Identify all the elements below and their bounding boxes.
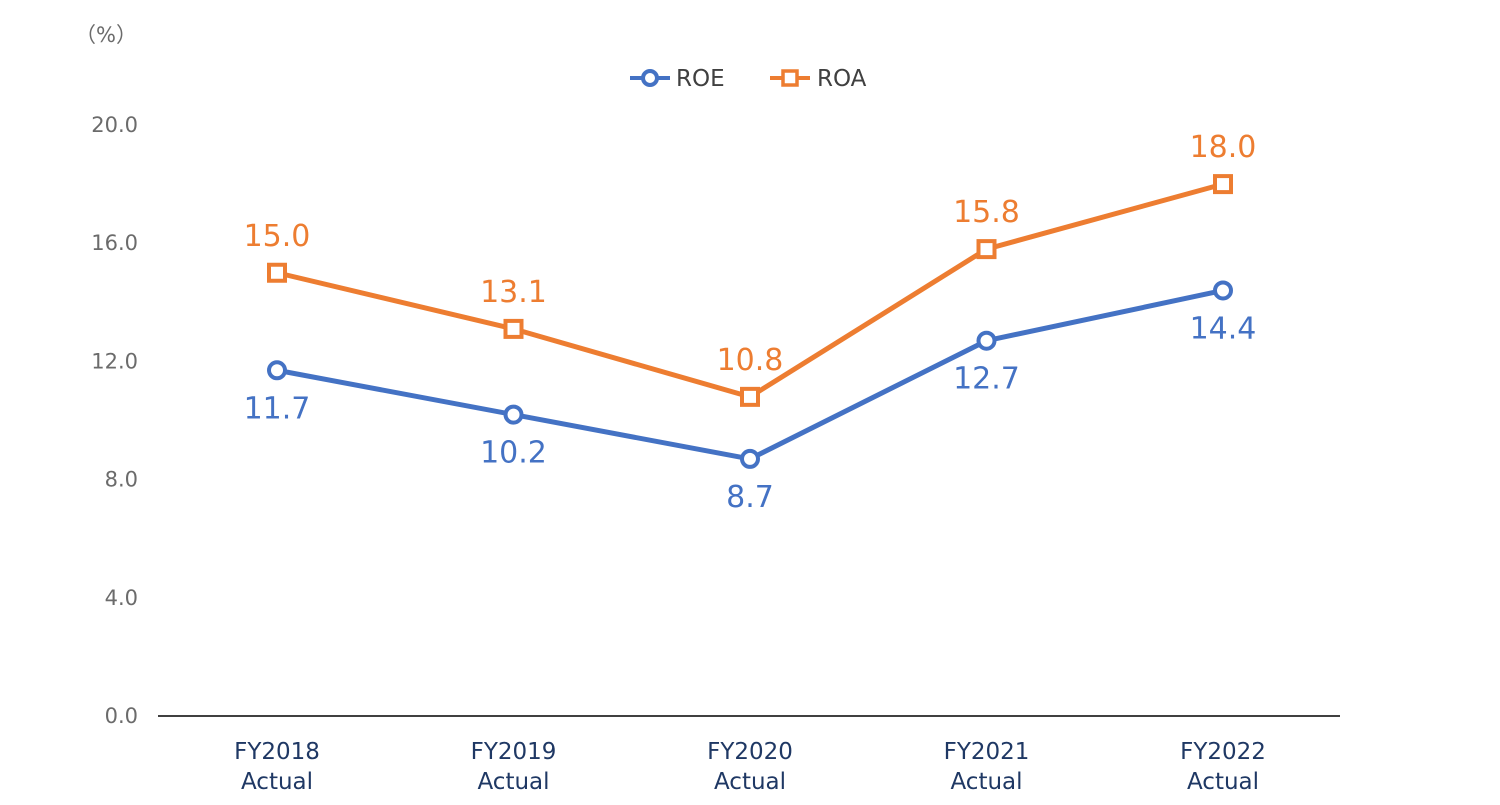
data-label-roa: 13.1 — [480, 275, 547, 310]
data-label-roe: 8.7 — [726, 480, 774, 515]
legend: ROE ROA — [630, 66, 867, 92]
x-category-label: FY2020 Actual — [707, 739, 793, 795]
y-tick-label: 8.0 — [105, 468, 138, 492]
data-label-roe: 14.4 — [1190, 311, 1257, 346]
data-point-roe — [1213, 280, 1233, 301]
data-label-roa: 18.0 — [1190, 130, 1257, 165]
data-label-roa: 10.8 — [717, 343, 784, 378]
x-category-label-line: FY2020 — [707, 739, 793, 765]
data-label-roa: 15.0 — [244, 219, 311, 254]
x-category-label-line: FY2018 — [234, 739, 320, 765]
x-category-label: FY2021 Actual — [944, 739, 1030, 795]
data-label-roe: 11.7 — [244, 391, 311, 426]
data-point-roe — [976, 330, 997, 351]
x-category-label-line: Actual — [241, 769, 313, 795]
x-category-label: FY2019 Actual — [471, 739, 557, 795]
data-point-roa — [976, 239, 997, 260]
y-tick-label: 0.0 — [105, 704, 138, 728]
data-label-roe: 10.2 — [480, 436, 547, 471]
legend-label: ROA — [817, 66, 867, 92]
x-category-label-line: FY2019 — [471, 739, 557, 765]
data-point-roa — [1213, 174, 1233, 195]
data-point-roe — [740, 448, 760, 469]
x-category-label-line: FY2021 — [944, 739, 1030, 765]
data-point-roe — [503, 404, 524, 425]
x-category-label: FY2022 Actual — [1180, 739, 1266, 795]
data-point-roe — [267, 360, 287, 381]
x-category-label-line: Actual — [714, 769, 786, 795]
x-category-label: FY2018 Actual — [234, 739, 320, 795]
x-category-label-line: Actual — [1187, 769, 1259, 795]
y-tick-label: 20.0 — [91, 113, 138, 137]
y-tick-label: 4.0 — [105, 586, 138, 610]
data-label-roe: 12.7 — [953, 362, 1020, 397]
data-point-roa — [267, 262, 287, 283]
data-point-roa — [503, 318, 524, 339]
series-group: 11.7 10.2 8.7 12.7 14.4 15.0 13.1 10.8 15.8 18.0 — [244, 130, 1257, 515]
x-category-label-line: Actual — [477, 769, 549, 795]
x-category-label-line: Actual — [950, 769, 1022, 795]
y-axis-unit-label: （%） — [75, 23, 137, 47]
legend-marker-circle — [641, 69, 659, 87]
legend-label: ROE — [676, 66, 725, 92]
y-tick-label: 12.0 — [91, 349, 138, 373]
y-axis-ticks: 0.0 4.0 8.0 12.0 16.0 20.0 — [91, 113, 138, 728]
legend-marker-square — [781, 69, 799, 87]
x-category-label-line: FY2022 — [1180, 739, 1266, 765]
y-tick-label: 16.0 — [91, 231, 138, 255]
data-label-roa: 15.8 — [953, 195, 1020, 230]
data-point-roa — [740, 386, 760, 407]
